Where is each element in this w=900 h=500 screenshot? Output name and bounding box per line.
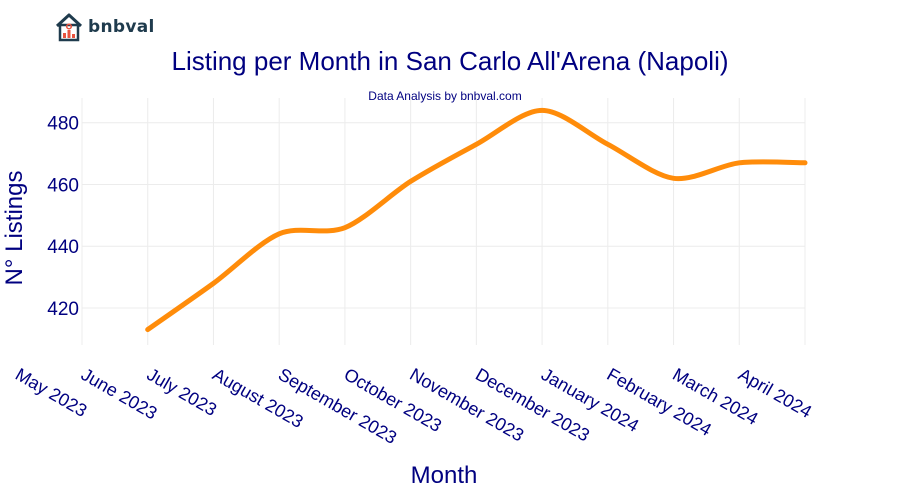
x-axis-label: Month [411,462,478,489]
y-tick-label: 460 [47,175,79,196]
series-line [145,107,808,333]
x-tick-label: May 2023 [12,364,90,421]
y-axis-ticks: 420 440 460 480 [47,114,79,320]
y-axis-label: N° Listings [1,171,28,286]
x-tick-label: November 2023 [406,364,527,445]
brand-logo: bnbval [54,12,155,42]
y-tick-label: 480 [47,114,79,135]
x-tick-label: December 2023 [472,364,593,445]
chart-subtitle: Data Analysis by bnbval.com [368,89,521,103]
chart-title: Listing per Month in San Carlo All'Arena… [171,46,728,76]
grid-lines [81,98,806,345]
y-tick-label: 420 [47,299,79,320]
brand-name: bnbval [88,17,155,37]
y-tick-label: 440 [47,237,79,258]
house-chart-icon [55,13,83,42]
